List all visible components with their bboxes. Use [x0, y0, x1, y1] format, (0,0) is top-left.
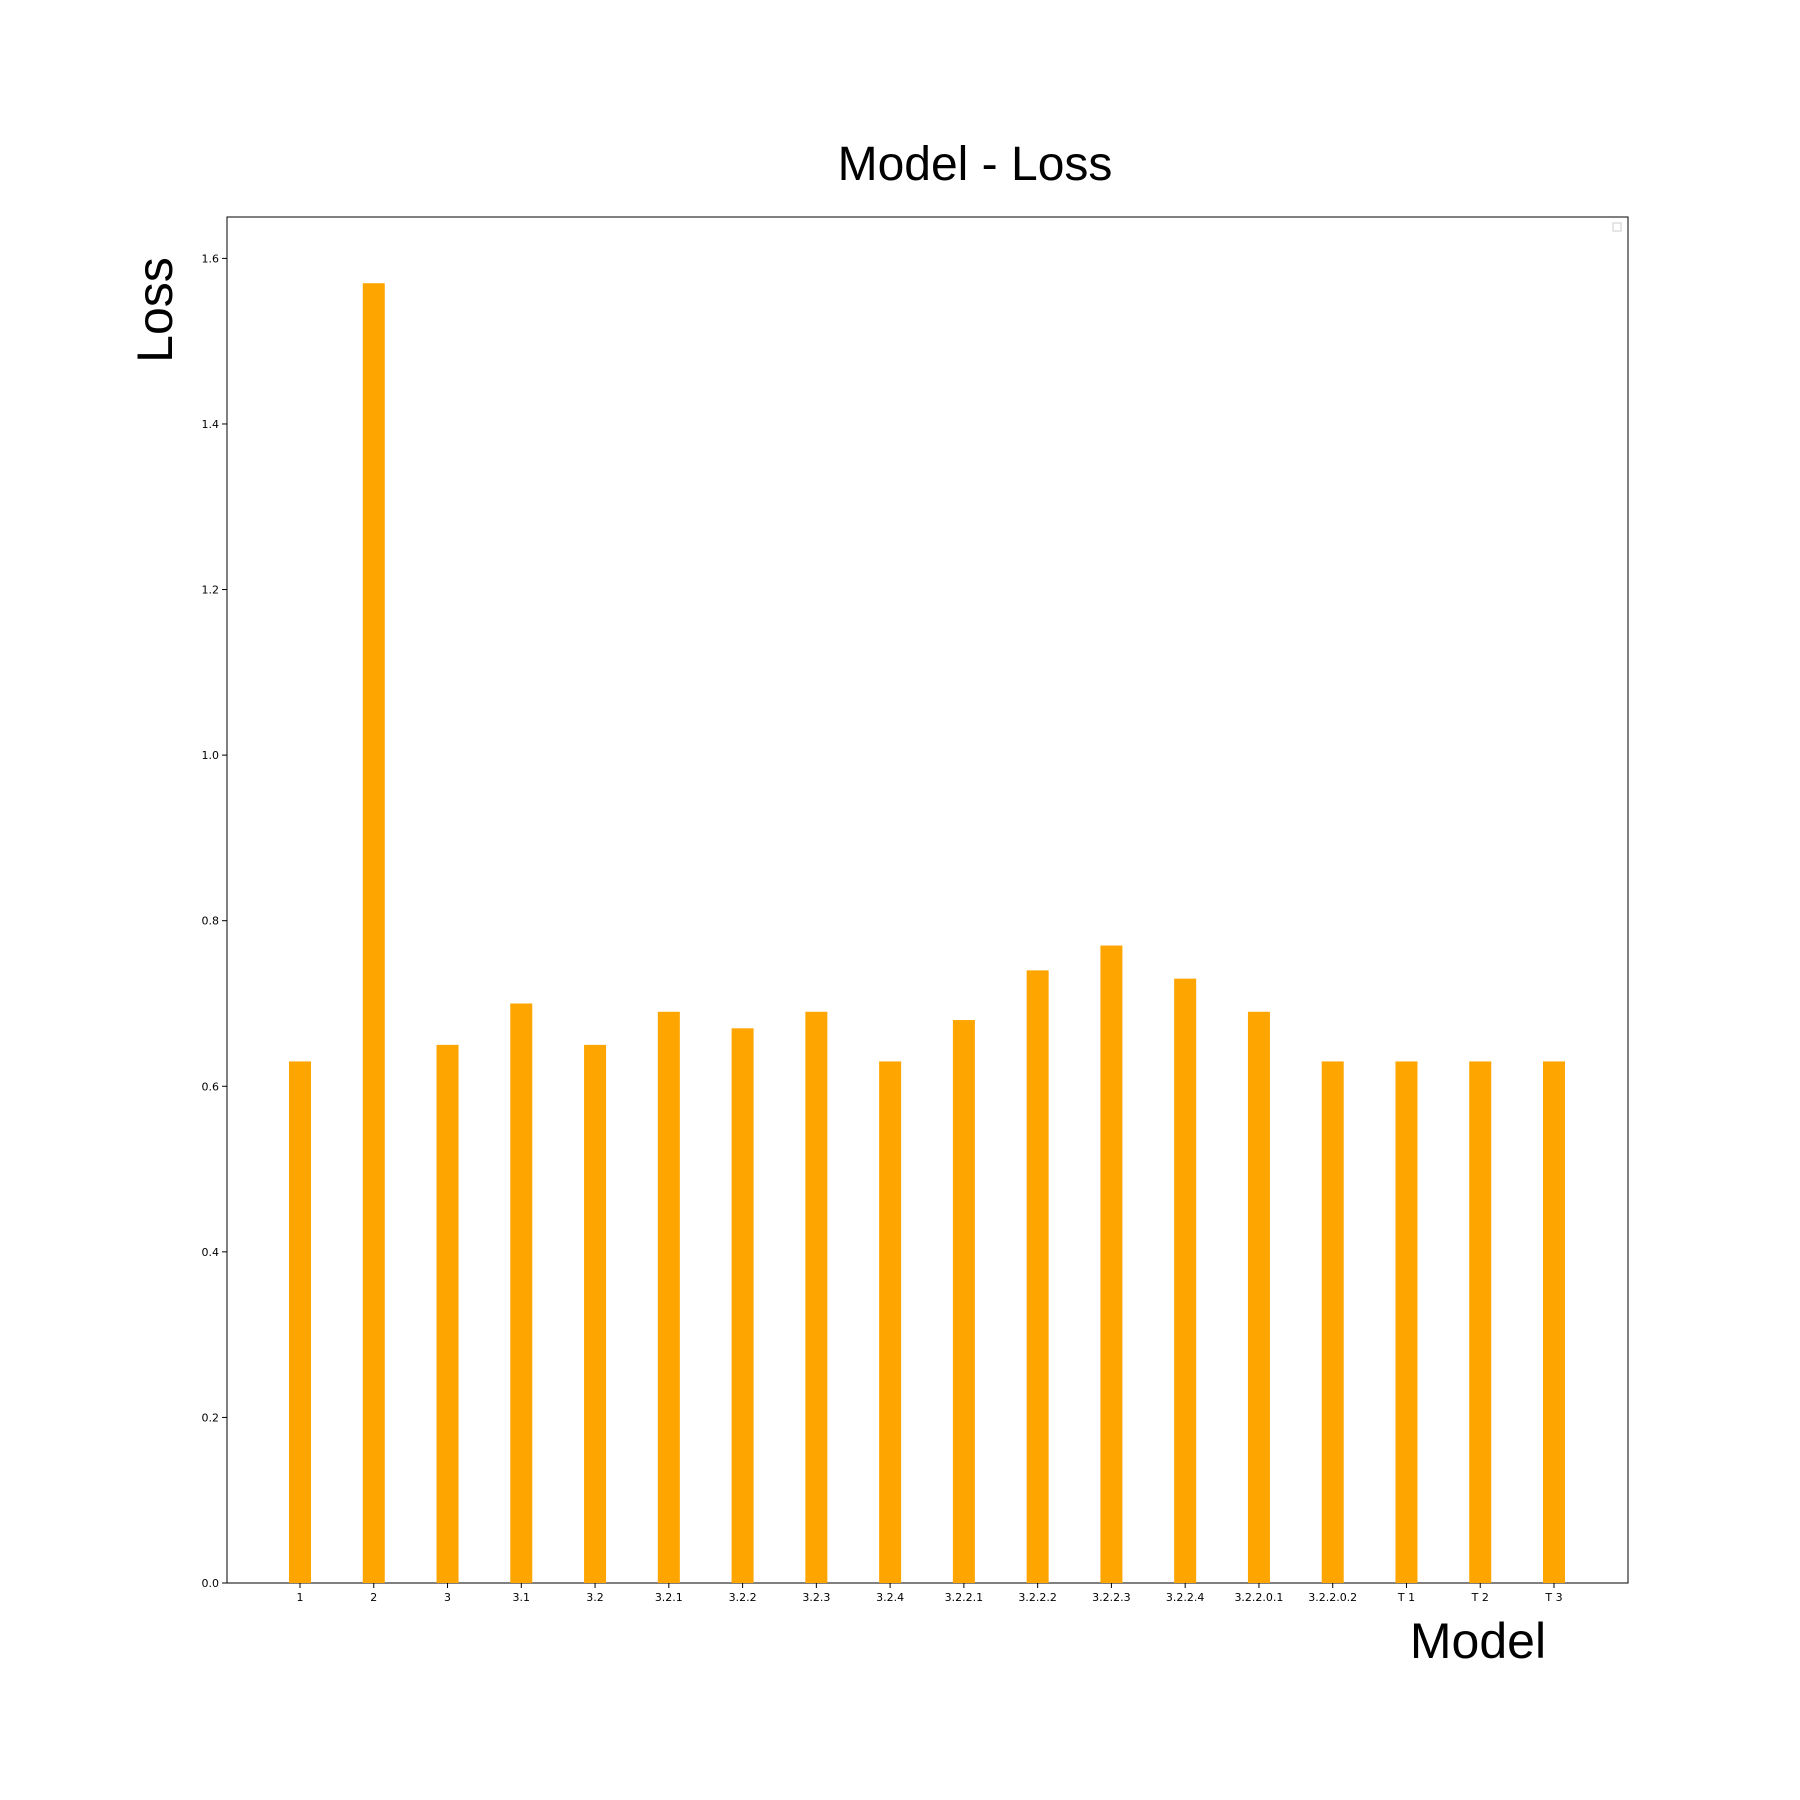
x-tick-label: 3.2.2: [729, 1591, 757, 1604]
y-tick-label: 0.4: [202, 1246, 220, 1259]
x-tick-label: 3.2.4: [876, 1591, 904, 1604]
y-axis-title: Loss: [127, 257, 183, 363]
bar: [1321, 1061, 1344, 1583]
bar: [1395, 1061, 1418, 1583]
x-axis-title: Model: [1410, 1613, 1546, 1669]
y-tick-label: 1.2: [202, 584, 220, 597]
x-tick-label: 3.2.2.3: [1092, 1591, 1130, 1604]
bar: [1543, 1061, 1565, 1583]
bar: [510, 1003, 533, 1583]
y-tick-label: 1.0: [202, 749, 220, 762]
legend-box: [1612, 222, 1622, 232]
y-tick-label: 0.2: [202, 1411, 220, 1424]
bar: [1026, 970, 1049, 1583]
plot-area: 0.0 0.2 0.4 0.6 0.8 1.0 1.2 1.4 1.6 1 2 3 3.1 3.2 3.2.…: [202, 216, 1629, 1604]
x-tick-label: T 2: [1471, 1591, 1489, 1604]
x-tick-label: T 1: [1397, 1591, 1415, 1604]
y-tick-label: 0.0: [202, 1577, 220, 1590]
bar: [362, 283, 385, 1583]
plot-frame: [226, 216, 1629, 1584]
bar: [1247, 1011, 1270, 1583]
bar: [805, 1011, 828, 1583]
x-tick-label: 2: [370, 1591, 377, 1604]
x-tick-label: 1: [297, 1591, 304, 1604]
x-tick-label: 3: [444, 1591, 451, 1604]
bar: [289, 1061, 311, 1583]
bar: [1100, 945, 1123, 1583]
bar: [1469, 1061, 1492, 1583]
bar: [657, 1011, 680, 1583]
x-tick-label: 3.2.3: [802, 1591, 830, 1604]
y-tick-label: 1.4: [202, 418, 220, 431]
y-tick-label: 0.6: [202, 1080, 220, 1093]
x-tick-label: 3.2.2.2: [1018, 1591, 1056, 1604]
x-tick-label: 3.2.1: [655, 1591, 683, 1604]
x-tick-label: 3.2: [586, 1591, 604, 1604]
bar: [1174, 978, 1197, 1583]
x-tick-label: 3.2.2.4: [1166, 1591, 1204, 1604]
bar: [952, 1020, 975, 1583]
chart-title: Model - Loss: [838, 138, 1113, 191]
x-tick-label: 3.2.2.1: [945, 1591, 983, 1604]
bar: [731, 1028, 754, 1583]
x-tick-label: 3.2.2.0.1: [1234, 1591, 1283, 1604]
bar: [436, 1044, 459, 1583]
y-tick-label: 0.8: [202, 915, 220, 928]
x-tick-label: 3.1: [513, 1591, 531, 1604]
x-tick-label: 3.2.2.0.2: [1308, 1591, 1357, 1604]
bar: [584, 1044, 607, 1583]
x-tick-label: T 3: [1544, 1591, 1562, 1604]
y-tick-label: 1.6: [202, 252, 220, 265]
bar: [879, 1061, 902, 1583]
